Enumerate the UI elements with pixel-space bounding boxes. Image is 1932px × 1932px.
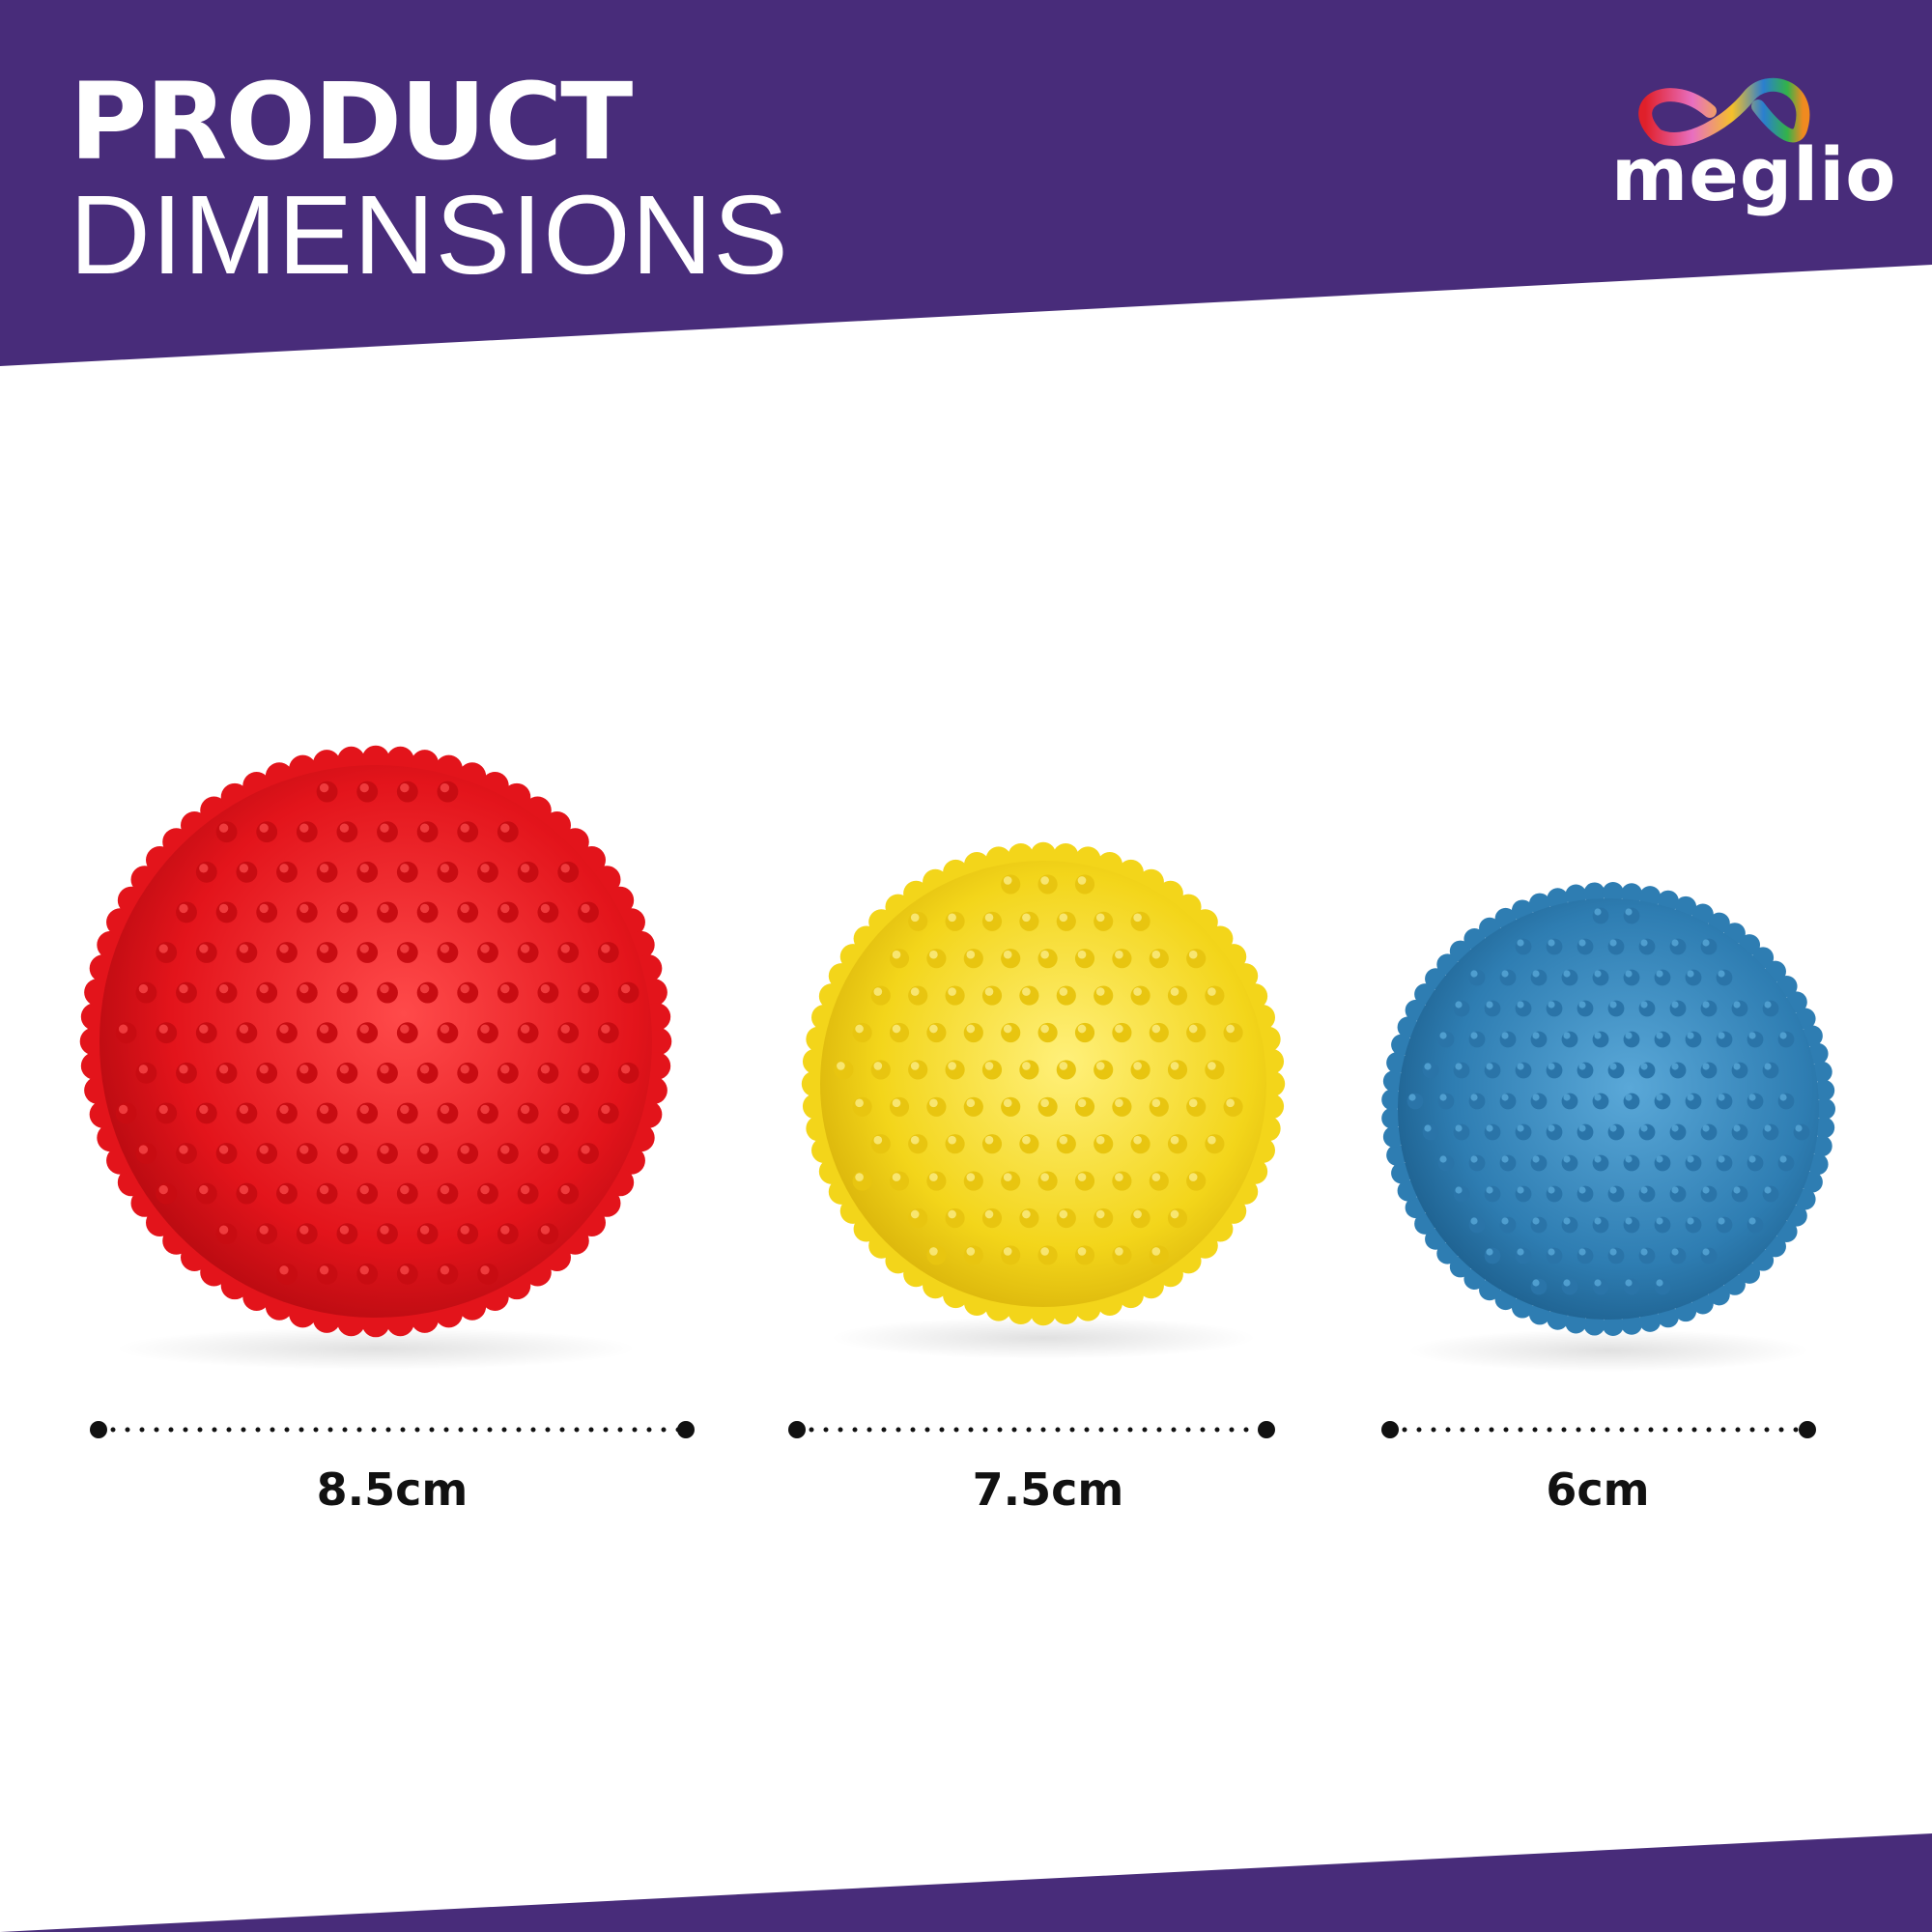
yellow-dimension-ruler [788, 1421, 1275, 1438]
blue-dimension-ruler [1381, 1421, 1816, 1438]
red-dimension-ruler [90, 1421, 695, 1438]
title-line-1: PRODUCT [70, 60, 633, 184]
title-line-2: DIMENSIONS [70, 172, 789, 298]
footer-band [0, 1833, 1932, 1932]
yellow-spiky-ball [801, 841, 1286, 1359]
size-label-blue: 6cm [1546, 1463, 1650, 1516]
size-label-red: 8.5cm [316, 1463, 469, 1516]
size-label-yellow: 7.5cm [972, 1463, 1124, 1516]
rainbow-infinity-loop-icon [1638, 77, 1810, 146]
brand-logo-text: meglio [1611, 131, 1897, 217]
blue-spiky-ball [1381, 882, 1835, 1372]
header-band [0, 0, 1932, 366]
red-spiky-ball [79, 745, 672, 1370]
